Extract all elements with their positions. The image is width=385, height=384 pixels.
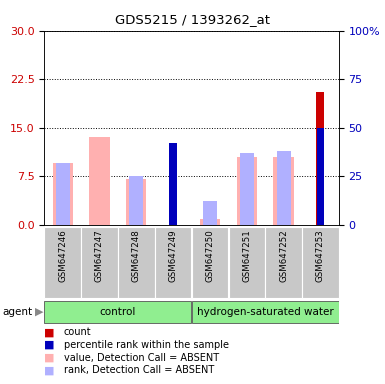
Bar [240, 153, 254, 225]
Bar [276, 151, 291, 225]
Bar [56, 162, 70, 225]
Bar [155, 227, 191, 298]
Text: GSM647253: GSM647253 [316, 229, 325, 282]
Text: GSM647247: GSM647247 [95, 229, 104, 282]
Bar [89, 137, 110, 225]
Text: hydrogen-saturated water: hydrogen-saturated water [197, 307, 333, 317]
Bar [192, 301, 339, 323]
Bar [81, 227, 118, 298]
Text: value, Detection Call = ABSENT: value, Detection Call = ABSENT [64, 353, 219, 362]
Bar [169, 157, 177, 225]
Bar [192, 227, 228, 298]
Text: rank, Detection Call = ABSENT: rank, Detection Call = ABSENT [64, 365, 214, 375]
Text: control: control [100, 307, 136, 317]
Text: GSM647252: GSM647252 [279, 229, 288, 282]
Text: ■: ■ [44, 353, 55, 362]
Bar [200, 220, 220, 225]
Bar [265, 227, 302, 298]
Text: ▶: ▶ [35, 307, 43, 317]
Text: GSM647248: GSM647248 [132, 229, 141, 282]
Bar [229, 227, 265, 298]
Text: count: count [64, 327, 91, 337]
Bar [118, 227, 154, 298]
Text: GSM647251: GSM647251 [242, 229, 251, 282]
Bar [129, 176, 143, 225]
Text: agent: agent [2, 307, 32, 317]
Bar [237, 157, 257, 225]
Text: ■: ■ [44, 340, 55, 350]
Text: percentile rank within the sample: percentile rank within the sample [64, 340, 229, 350]
Text: ■: ■ [44, 365, 55, 375]
Bar [302, 227, 339, 298]
Bar [273, 157, 294, 225]
Bar [44, 301, 191, 323]
Text: ■: ■ [44, 327, 55, 337]
Text: GSM647250: GSM647250 [206, 229, 214, 282]
Bar [53, 163, 73, 225]
Text: GDS5215 / 1393262_at: GDS5215 / 1393262_at [115, 13, 270, 26]
Bar [317, 128, 324, 225]
Bar [126, 179, 146, 225]
Text: GSM647249: GSM647249 [169, 229, 177, 282]
Bar [316, 92, 325, 225]
Bar [44, 227, 81, 298]
Bar [203, 201, 217, 225]
Bar [169, 143, 177, 225]
Text: GSM647246: GSM647246 [58, 229, 67, 282]
